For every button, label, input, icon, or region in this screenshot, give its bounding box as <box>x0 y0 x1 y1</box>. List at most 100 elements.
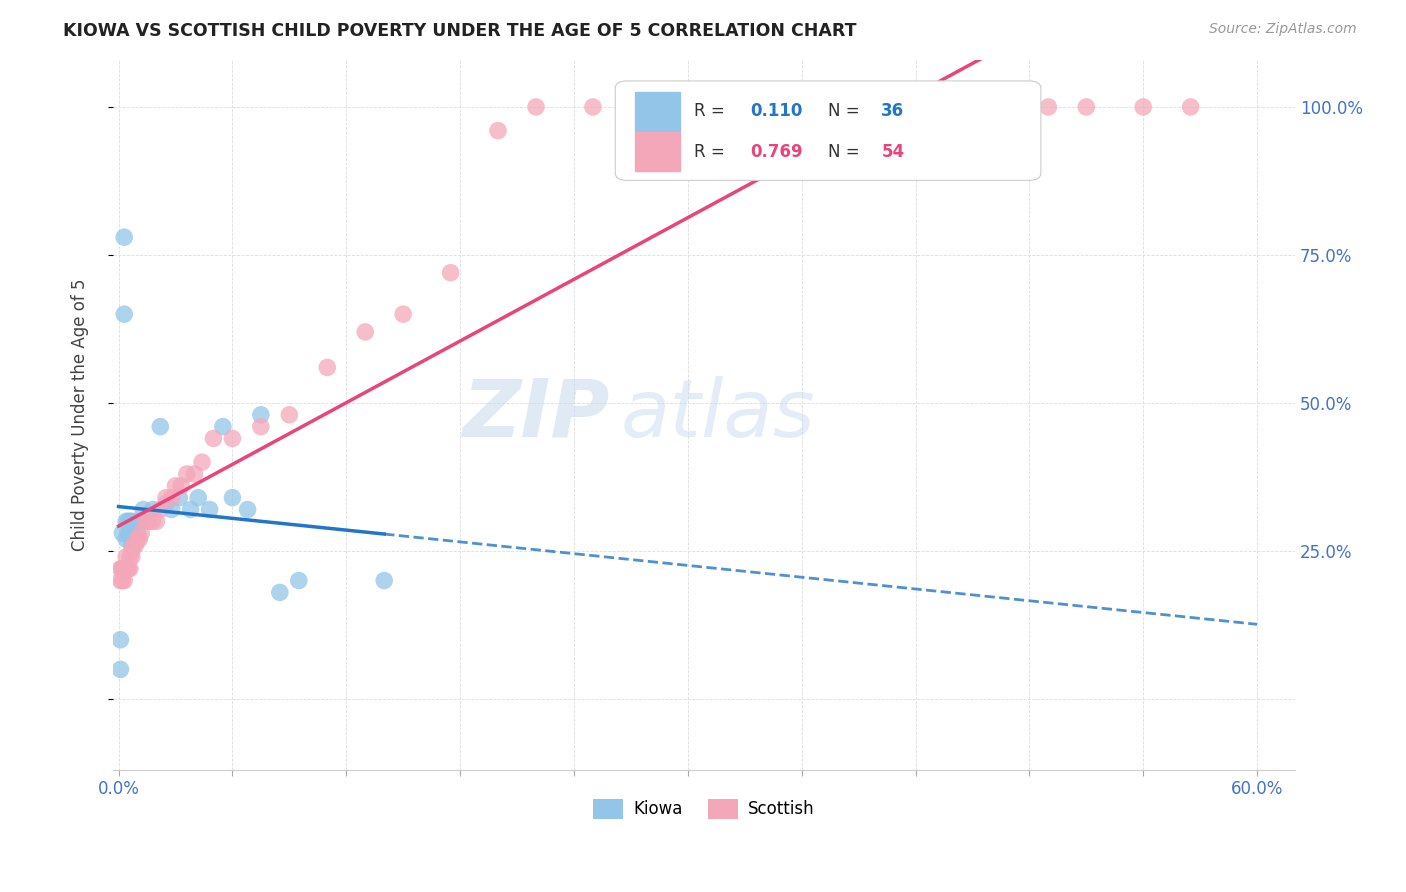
Point <box>112 230 135 244</box>
Point <box>373 574 395 588</box>
Point <box>117 526 139 541</box>
Point <box>138 514 160 528</box>
Point <box>1076 100 1098 114</box>
Point <box>118 514 141 528</box>
Point <box>111 562 134 576</box>
Point <box>354 325 377 339</box>
Point <box>724 100 747 114</box>
Point <box>198 502 221 516</box>
Point <box>772 100 794 114</box>
Point <box>1132 100 1154 114</box>
Point <box>866 100 889 114</box>
Point <box>250 419 273 434</box>
Text: R =: R = <box>695 143 731 161</box>
Bar <box>636 92 681 131</box>
Point <box>124 514 146 528</box>
Point <box>115 532 138 546</box>
Point <box>160 491 183 505</box>
Text: N =: N = <box>828 143 865 161</box>
Point <box>582 100 605 114</box>
Point <box>1038 100 1060 114</box>
Point <box>392 307 415 321</box>
Point <box>183 467 205 481</box>
Point <box>221 491 243 505</box>
Point <box>118 526 141 541</box>
Point <box>486 123 509 137</box>
Point <box>1180 100 1202 114</box>
Point <box>112 307 135 321</box>
Point <box>191 455 214 469</box>
Point <box>142 514 165 528</box>
Text: 36: 36 <box>882 103 904 120</box>
Point <box>111 562 134 576</box>
Point <box>131 526 153 541</box>
Point <box>187 491 209 505</box>
Point <box>980 100 1002 114</box>
Point <box>121 538 143 552</box>
Point <box>134 514 156 528</box>
Point <box>316 360 339 375</box>
Point <box>149 502 172 516</box>
Point <box>628 100 651 114</box>
Point <box>115 549 138 564</box>
Point <box>170 479 193 493</box>
Point <box>127 526 149 541</box>
Point <box>124 538 146 552</box>
Point <box>180 502 202 516</box>
Point <box>676 100 699 114</box>
Point <box>117 562 139 576</box>
Point <box>110 562 132 576</box>
Point <box>250 408 273 422</box>
Point <box>110 574 132 588</box>
Y-axis label: Child Poverty Under the Age of 5: Child Poverty Under the Age of 5 <box>72 278 89 551</box>
Point <box>121 514 143 528</box>
Point <box>128 532 150 546</box>
Text: ZIP: ZIP <box>463 376 609 454</box>
Point <box>115 514 138 528</box>
Text: 54: 54 <box>882 143 904 161</box>
Point <box>111 574 134 588</box>
Point <box>818 100 841 114</box>
Point <box>160 502 183 516</box>
Point <box>122 526 145 541</box>
Point <box>112 574 135 588</box>
Text: Source: ZipAtlas.com: Source: ZipAtlas.com <box>1209 22 1357 37</box>
Point <box>524 100 547 114</box>
Point <box>121 549 143 564</box>
Text: R =: R = <box>695 103 731 120</box>
Point <box>439 266 461 280</box>
Text: KIOWA VS SCOTTISH CHILD POVERTY UNDER THE AGE OF 5 CORRELATION CHART: KIOWA VS SCOTTISH CHILD POVERTY UNDER TH… <box>63 22 856 40</box>
Point <box>117 514 139 528</box>
Point <box>169 491 191 505</box>
Point <box>176 467 198 481</box>
Text: atlas: atlas <box>621 376 815 454</box>
Point <box>165 479 187 493</box>
Point <box>121 544 143 558</box>
Point <box>269 585 291 599</box>
Point <box>924 100 946 114</box>
FancyBboxPatch shape <box>616 81 1040 180</box>
Point <box>278 408 301 422</box>
Point <box>122 538 145 552</box>
Point <box>221 432 243 446</box>
Point <box>111 526 134 541</box>
Legend: Kiowa, Scottish: Kiowa, Scottish <box>586 792 821 826</box>
Point <box>127 532 149 546</box>
Bar <box>636 132 681 171</box>
Point <box>118 562 141 576</box>
Point <box>115 562 138 576</box>
Point <box>155 491 177 505</box>
Point <box>112 562 135 576</box>
Point <box>155 497 177 511</box>
Point <box>131 514 153 528</box>
Point <box>110 632 132 647</box>
Point <box>132 502 155 516</box>
Point <box>202 432 225 446</box>
Point <box>136 514 159 528</box>
Text: 0.110: 0.110 <box>749 103 803 120</box>
Point <box>145 514 167 528</box>
Point <box>117 562 139 576</box>
Point <box>149 419 172 434</box>
Point <box>236 502 259 516</box>
Point <box>142 502 165 516</box>
